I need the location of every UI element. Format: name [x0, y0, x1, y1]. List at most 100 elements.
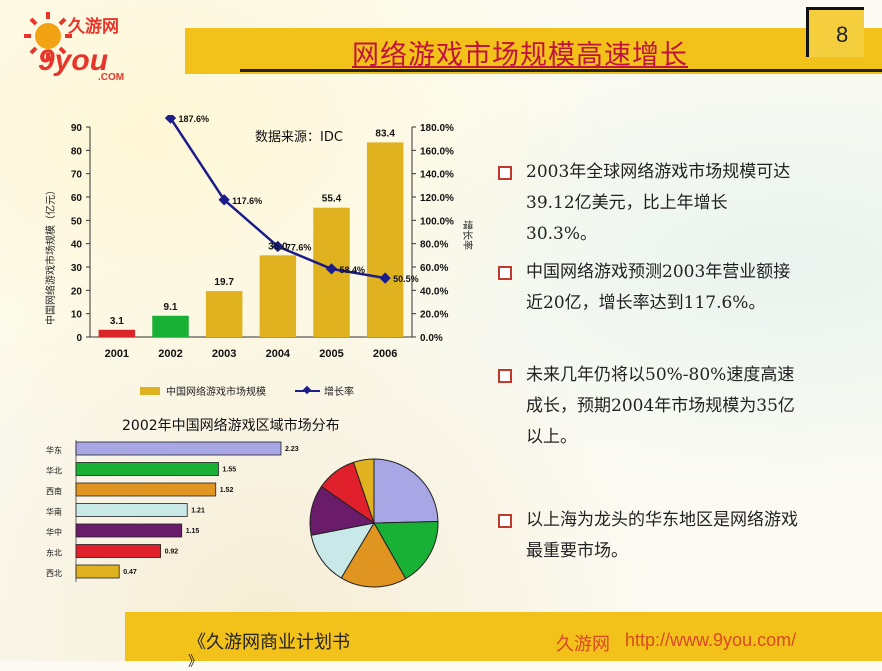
bullet-item: 2003年全球网络游戏市场规模可达39.12亿美元，比上年增长30.3%。	[498, 157, 798, 250]
9you-logo: 久游网 9you .COM	[24, 12, 124, 83]
logo-brand-latin: 9you	[38, 44, 108, 77]
region-label: 华南	[46, 507, 62, 517]
y2-tick-label: 40.0%	[420, 286, 448, 297]
page-number: 8	[836, 22, 849, 47]
region-label: 东北	[46, 548, 62, 558]
footer-brand: 久游网	[556, 634, 610, 655]
regional-chart-title: 2002年中国网络游戏区域市场分布	[122, 417, 340, 434]
pie-slice	[340, 522, 407, 588]
region-bar	[75, 441, 282, 456]
y-axis-title: 中国网络游戏市场规模（亿元）	[44, 185, 57, 325]
region-label: 华中	[46, 527, 62, 537]
y2-tick-label: 80.0%	[420, 240, 448, 251]
region-bar	[75, 482, 217, 497]
region-value-label: 0.47	[123, 569, 137, 576]
bar	[98, 329, 136, 337]
growth-point	[272, 240, 284, 253]
y-tick-label: 70	[71, 170, 83, 181]
bar-value-label: 35.0	[268, 241, 288, 252]
region-bar	[75, 564, 120, 579]
chart-legend: 中国网络游戏市场规模 增长率	[140, 385, 354, 398]
chart-labels: 3.1 2001 9.1 2002 19.7 2003 35.0 2004 55.4 2005 83…	[105, 115, 419, 360]
bullet-square-icon	[498, 514, 512, 528]
region-value-label: 1.15	[186, 528, 200, 535]
source-note: 数据来源：IDC	[255, 130, 343, 145]
regional-bars: 华东 2.23 华北 1.55 西南 1.52 华南 1.21 华中 1.15 东北 0.92 西北 0.…	[46, 440, 299, 582]
chart-bars	[98, 142, 404, 337]
header-band	[185, 28, 882, 74]
pie-slice	[373, 458, 439, 524]
bar-value-label: 55.4	[322, 194, 342, 205]
bar	[366, 142, 404, 337]
y-tick-label: 50	[71, 216, 83, 227]
region-label: 华北	[46, 466, 62, 476]
bullet-text: 2003年全球网络游戏市场规模可达39.12亿美元，比上年增长30.3%。	[526, 162, 791, 244]
region-value-label: 1.21	[191, 508, 205, 515]
bar-value-label: 3.1	[110, 316, 124, 327]
x-tick-label: 2003	[212, 348, 236, 360]
x-tick-label: 2001	[105, 348, 129, 360]
growth-point	[379, 272, 391, 284]
footer-band	[125, 612, 882, 661]
y-tick-label: 0	[76, 333, 82, 344]
bullet-text: 未来几年仍将以50%-80%速度高速成长，预期2004年市场规模为35亿以上。	[526, 365, 795, 447]
pie-slice	[352, 458, 375, 524]
growth-line	[164, 115, 391, 284]
bar	[152, 315, 189, 337]
region-bar	[75, 523, 183, 538]
growth-point	[325, 263, 338, 275]
page-number-box	[806, 7, 864, 57]
legend-swatch-bar	[140, 387, 160, 395]
bullet-square-icon	[498, 266, 512, 280]
x-tick-label: 2002	[158, 348, 182, 360]
bar-value-label: 19.7	[214, 277, 234, 288]
x-tick-label: 2006	[373, 348, 397, 360]
y2-tick-label: 120.0%	[420, 193, 454, 204]
bullet-square-icon	[498, 166, 512, 180]
y-tick-label: 10	[71, 310, 83, 321]
footer-doc-title: 《久游网商业计划书	[188, 632, 350, 653]
x-tick-label: 2004	[266, 348, 291, 360]
logo-brand-cn: 久游网	[68, 16, 119, 37]
region-label: 华东	[46, 445, 62, 455]
y2-tick-label: 160.0%	[420, 146, 454, 157]
bar	[205, 291, 243, 337]
growth-value-label: 58.4%	[340, 265, 366, 275]
y2-tick-label: 180.0%	[420, 123, 454, 134]
growth-value-label: 50.5%	[393, 274, 419, 284]
bullet-square-icon	[498, 369, 512, 383]
bar-value-label: 83.4	[375, 128, 395, 139]
market-size-chart: 0 10 20 30 40 50 60 70 80 90 0.0% 20.0% 40.0% 60.0% 80…	[44, 115, 474, 398]
pie-slice	[373, 521, 439, 580]
footer-doc-title-end: 》	[188, 654, 202, 670]
bullet-item: 未来几年仍将以50%-80%速度高速成长，预期2004年市场规模为35亿以上。	[498, 360, 798, 453]
y2-tick-label: 20.0%	[420, 310, 448, 321]
bar	[259, 255, 297, 337]
sun-icon	[24, 12, 72, 60]
region-label: 西南	[46, 486, 62, 496]
y-tick-label: 40	[71, 240, 83, 251]
region-value-label: 1.52	[220, 487, 234, 494]
y2-tick-label: 100.0%	[420, 216, 454, 227]
header-rule	[240, 69, 882, 72]
footer-url-link[interactable]: http://www.9you.com/	[625, 630, 797, 650]
logo-domain: .COM	[98, 72, 124, 83]
pie-slice	[310, 522, 376, 579]
pie-slices	[309, 458, 439, 588]
legend-label-bar: 中国网络游戏市场规模	[166, 385, 266, 398]
region-value-label: 1.55	[222, 467, 236, 474]
region-value-label: 0.92	[165, 549, 179, 556]
y2-tick-label: 0.0%	[420, 333, 443, 344]
regional-pie-chart	[309, 458, 439, 588]
y-tick-label: 30	[71, 263, 83, 274]
bullet-item: 以上海为龙头的华东地区是网络游戏最重要市场。	[498, 505, 798, 567]
legend-swatch-marker	[302, 385, 312, 395]
legend-label-line: 增长率	[324, 385, 354, 398]
growth-value-label: 117.6%	[232, 196, 262, 206]
bullet-item: 中国网络游戏预测2003年营业额接近20亿，增长率达到117.6%。	[498, 257, 798, 319]
y-tick-label: 60	[71, 193, 83, 204]
bullet-text: 以上海为龙头的华东地区是网络游戏最重要市场。	[526, 510, 798, 561]
bullet-text: 中国网络游戏预测2003年营业额接近20亿，增长率达到117.6%。	[526, 262, 791, 313]
region-bar	[75, 503, 188, 517]
y2-axis-title: 增长率	[461, 220, 474, 250]
